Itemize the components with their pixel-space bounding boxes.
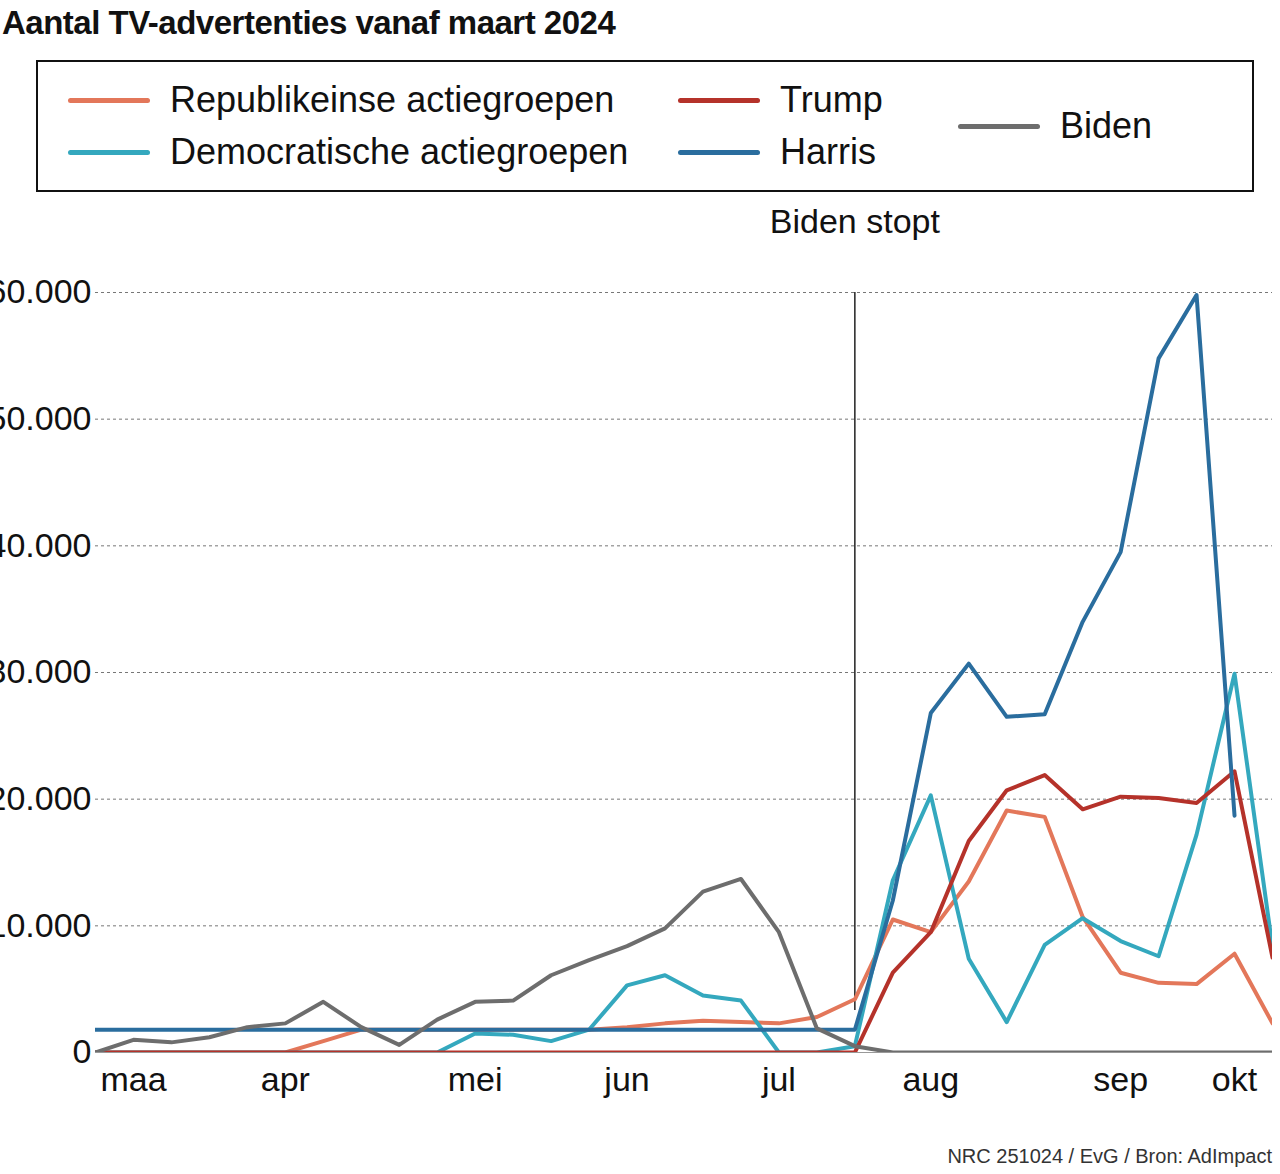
html-text:Trump: Trump <box>780 79 883 120</box>
svg-text:jul: jul <box>761 1060 796 1098</box>
svg-text:okt: okt <box>1212 1060 1258 1098</box>
svg-text:sep: sep <box>1093 1060 1148 1098</box>
html-text:NRC 251024 / EvG / Bron: AdImp: NRC 251024 / EvG / Bron: AdImpact <box>947 1145 1272 1167</box>
html-text:Aantal TV-advertenties vanaf m: Aantal TV-advertenties vanaf maart 2024 <box>2 4 616 41</box>
svg-text:40.000: 40.000 <box>0 526 92 564</box>
html-text:Harris: Harris <box>780 131 876 172</box>
svg-text:mei: mei <box>448 1060 503 1098</box>
svg-text:10.000: 10.000 <box>0 906 92 944</box>
svg-text:Biden stopt: Biden stopt <box>770 202 941 240</box>
svg-text:30.000: 30.000 <box>0 652 92 690</box>
svg-text:jun: jun <box>603 1060 649 1098</box>
svg-text:aug: aug <box>902 1060 959 1098</box>
svg-text:20.000: 20.000 <box>0 779 92 817</box>
svg-text:apr: apr <box>261 1060 310 1098</box>
svg-text:50.000: 50.000 <box>0 399 92 437</box>
html-text:Republikeinse actiegroepen: Republikeinse actiegroepen <box>170 79 615 120</box>
html-text:Biden: Biden <box>1060 105 1153 146</box>
svg-text:60.000: 60.000 <box>0 272 92 310</box>
svg-text:maa: maa <box>100 1060 166 1098</box>
svg-text:0: 0 <box>73 1032 92 1070</box>
html-text:Democratische actiegroepen: Democratische actiegroepen <box>170 131 629 172</box>
